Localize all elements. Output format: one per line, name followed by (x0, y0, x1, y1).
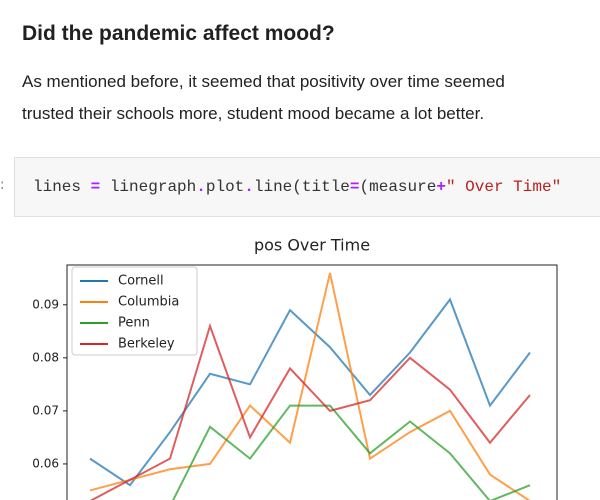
chart-title: pos Over Time (254, 236, 370, 255)
code-cell[interactable]: lines = linegraph.plot.line(title=(measu… (14, 157, 600, 217)
code-token: plot (205, 178, 245, 196)
y-tick-label: 0.07 (32, 403, 59, 417)
plot-lines (89, 272, 531, 500)
series-line (89, 322, 531, 500)
y-tick-label: 0.09 (32, 297, 59, 311)
code-token: = (81, 178, 110, 196)
cell-prompt: : (0, 178, 6, 194)
code: lines = linegraph.plot.line(title=(measu… (33, 178, 561, 196)
series-line (172, 404, 531, 500)
code-token: title (301, 178, 350, 196)
legend-box (71, 266, 198, 356)
code-token: . (196, 178, 206, 196)
y-tick-label: 0.08 (32, 350, 59, 364)
code-token: ( (292, 178, 302, 196)
series-line (89, 272, 531, 500)
series-line (89, 297, 531, 487)
legend-label: Berkeley (118, 337, 175, 352)
code-token: ( (359, 178, 370, 196)
legend-label: Columbia (118, 295, 179, 310)
code-token: lines (33, 178, 82, 196)
paragraph-line: As mentioned before, it seemed that posi… (22, 72, 505, 91)
code-token: + (436, 178, 446, 196)
code-token: . (244, 178, 254, 196)
plot-area (66, 264, 558, 500)
chart: pos Over Time 0.06 0.07 0.08 0.09 Cornell Col… (32, 236, 558, 500)
heading: Did the pandemic affect mood? (22, 22, 335, 45)
legend-label: Cornell (118, 274, 164, 289)
y-tick-label: 0.06 (32, 456, 59, 470)
code-token: linegraph (109, 178, 197, 196)
code-token: measure (369, 178, 437, 196)
paragraph-line: trusted their schools more, student mood… (22, 104, 485, 123)
code-token: line (253, 178, 293, 196)
legend-label: Penn (118, 316, 150, 331)
code-token: " Over Time" (445, 178, 562, 196)
code-token: = (349, 178, 360, 196)
